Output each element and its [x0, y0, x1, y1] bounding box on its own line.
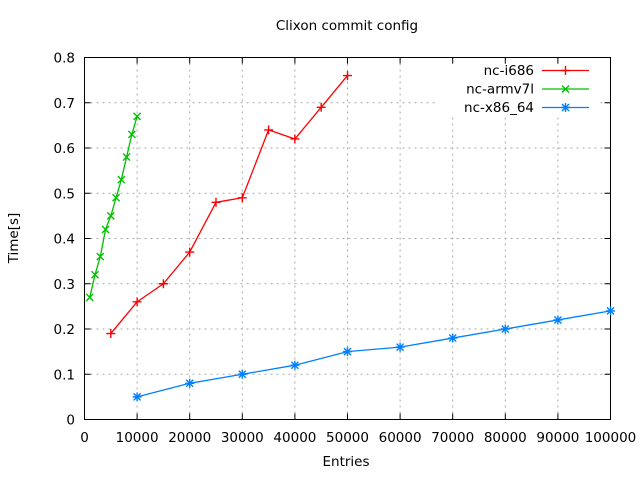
x-tick-label: 90000	[536, 430, 579, 446]
cross-marker-icon	[127, 130, 136, 139]
plus-marker-icon	[316, 102, 326, 112]
plus-marker-icon	[264, 125, 274, 135]
asterisk-marker-icon	[185, 378, 195, 388]
asterisk-marker-icon	[500, 324, 510, 334]
plus-marker-icon	[132, 297, 142, 307]
y-tick-label: 0.6	[54, 141, 75, 157]
cross-marker-icon	[106, 211, 115, 220]
x-tick-label: 80000	[484, 430, 527, 446]
y-tick-label: 0.7	[54, 96, 75, 112]
plus-marker-icon	[290, 134, 300, 144]
legend-label-nc-x86_64: nc-x86_64	[464, 100, 534, 116]
x-tick-label: 60000	[379, 430, 422, 446]
asterisk-marker-icon	[448, 333, 458, 343]
cross-marker-icon	[112, 193, 121, 202]
asterisk-marker-icon	[606, 306, 615, 316]
x-tick-label: 10000	[116, 430, 159, 446]
x-axis-label: Entries	[322, 454, 369, 470]
plus-marker-icon	[158, 279, 168, 289]
cross-marker-icon	[122, 153, 131, 162]
x-tick-label: 0	[80, 430, 89, 446]
cross-marker-icon	[85, 293, 94, 302]
y-axis-label: Time[s]	[6, 213, 22, 265]
x-tick-label: 70000	[431, 430, 474, 446]
plus-marker-icon	[106, 329, 116, 339]
x-tick-label: 50000	[326, 430, 369, 446]
x-tick-label: 20000	[168, 430, 211, 446]
plus-marker-icon	[185, 247, 195, 257]
cross-marker-icon	[91, 270, 100, 279]
legend-label-nc-armv7l: nc-armv7l	[466, 82, 534, 98]
plus-marker-icon	[237, 193, 247, 203]
x-tick-label: 100000	[585, 430, 637, 446]
asterisk-marker-icon	[561, 103, 570, 112]
cross-marker-icon	[101, 225, 110, 234]
plus-marker-icon	[561, 66, 570, 75]
series-line-nc-i686	[110, 75, 349, 334]
y-tick-label: 0	[66, 413, 75, 429]
asterisk-marker-icon	[553, 315, 563, 325]
series-line-nc-armv7l	[89, 116, 138, 298]
y-tick-label: 0.3	[54, 277, 75, 293]
x-tick-label: 40000	[273, 430, 316, 446]
chart-title: Clixon commit config	[276, 18, 418, 34]
asterisk-marker-icon	[132, 392, 142, 402]
y-tick-label: 0.8	[54, 51, 75, 67]
y-tick-label: 0.5	[54, 186, 75, 202]
cross-marker-icon	[96, 252, 105, 261]
asterisk-marker-icon	[343, 347, 352, 357]
legend-label-nc-i686: nc-i686	[484, 63, 534, 79]
asterisk-marker-icon	[395, 342, 405, 352]
y-tick-label: 0.4	[54, 232, 75, 248]
series-line-nc-x86_64	[136, 310, 611, 398]
y-tick-label: 0.2	[54, 322, 75, 338]
cross-marker-icon	[133, 112, 142, 121]
y-tick-label: 0.1	[54, 367, 75, 383]
asterisk-marker-icon	[290, 360, 300, 370]
x-tick-label: 30000	[221, 430, 264, 446]
plus-marker-icon	[343, 71, 352, 81]
cross-marker-icon	[561, 84, 570, 94]
plus-marker-icon	[211, 197, 221, 207]
chart-layers: 0 10000 20000 30000 40000 50000 60000 70000 8000…	[54, 51, 637, 447]
cross-marker-icon	[117, 175, 126, 184]
asterisk-marker-icon	[237, 369, 247, 379]
